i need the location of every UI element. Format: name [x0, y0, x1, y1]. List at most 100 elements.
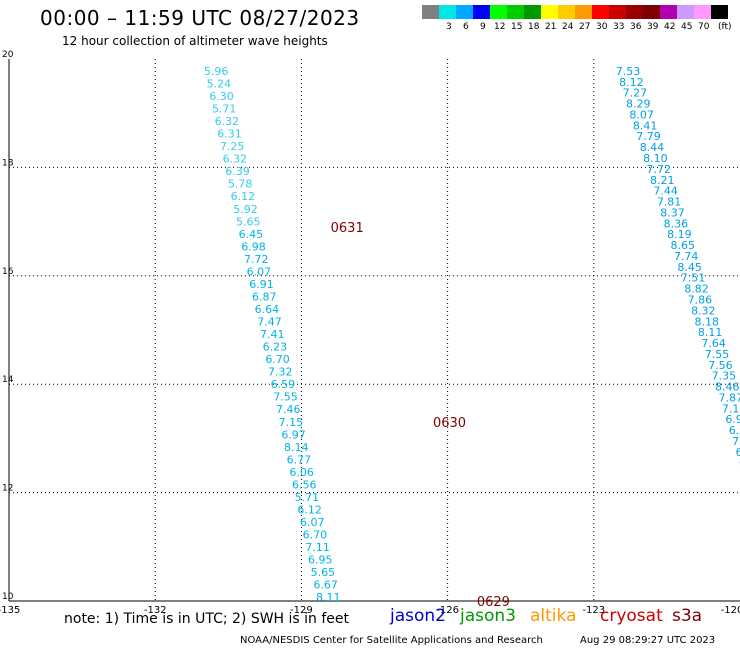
x-tick-label: -126 — [436, 605, 459, 616]
footer-note: note: 1) Time is in UTC; 2) SWH is in fe… — [64, 611, 350, 627]
wave-height-value: 7.44 — [653, 185, 678, 198]
wave-height-value: 6.32 — [215, 115, 240, 128]
legend-label: 3 — [446, 22, 452, 32]
wave-height-value: 8.65 — [671, 239, 696, 252]
wave-height-value: 8.29 — [626, 98, 651, 111]
wave-height-value: 6.67 — [313, 579, 338, 592]
legend-swatch — [660, 5, 677, 19]
wave-height-value: 6.12 — [231, 190, 256, 203]
wave-height-value: 8.12 — [619, 76, 644, 89]
legend-swatch — [490, 5, 507, 19]
wave-height-value: 7.35 — [712, 370, 737, 383]
legend-label: 15 — [511, 22, 523, 32]
pass-time-label: 0629 — [477, 595, 510, 610]
satellite-label-s3a: s3a — [672, 606, 703, 626]
wave-height-value: 5.65 — [311, 566, 336, 579]
legend-label: 70 — [698, 22, 710, 32]
legend-swatch — [524, 5, 541, 19]
wave-height-value: 7.53 — [616, 65, 641, 78]
wave-height-value: 6.97 — [725, 413, 740, 426]
legend-label: 21 — [545, 22, 557, 32]
wave-height-value: 6.07 — [247, 265, 271, 278]
wave-height-value: 8.18 — [694, 315, 719, 328]
legend-label: 18 — [528, 22, 540, 32]
wave-height-value: 6.30 — [209, 90, 234, 103]
wave-height-value: 6.70 — [265, 353, 290, 366]
legend-label: 9 — [480, 22, 486, 32]
legend-label: 30 — [596, 22, 608, 32]
wave-height-value: 7.41 — [260, 328, 285, 341]
wave-height-value: 5.71 — [295, 491, 320, 504]
wave-height-value: 6.31 — [217, 128, 242, 141]
y-tick-label: 20 — [2, 50, 14, 60]
wave-height-value: 6.12 — [297, 503, 322, 516]
wave-height-value: 8.37 — [660, 206, 685, 219]
wave-height-value: 7.64 — [701, 337, 726, 350]
wave-height-value: 6.95 — [308, 554, 333, 567]
wave-height-value: 7.87 — [718, 391, 740, 404]
legend-label: 36 — [630, 22, 642, 32]
legend-swatch — [609, 5, 626, 19]
satellite-label-jason2: jason2 — [390, 606, 446, 626]
legend-swatch — [694, 5, 711, 19]
wave-height-value: 8.10 — [643, 152, 668, 165]
wave-height-value: 8.11 — [698, 326, 723, 339]
wave-height-value: 7.56 — [708, 359, 733, 372]
legend-swatch — [541, 5, 558, 19]
wave-height-value: 8.32 — [691, 304, 716, 317]
wave-height-value: 8.19 — [667, 228, 692, 241]
pass-time-label: 0631 — [331, 221, 364, 236]
wave-height-value: 8.44 — [640, 141, 665, 154]
legend-swatch — [456, 5, 473, 19]
wave-height-value: 7.18 — [722, 402, 740, 415]
wave-height-value: 7.55 — [273, 391, 298, 404]
legend-label: 27 — [579, 22, 591, 32]
y-tick-label: 14 — [2, 375, 14, 385]
wave-height-value: 7.46 — [276, 403, 301, 416]
wave-height-value: 6.77 — [287, 453, 312, 466]
pass-time-label: 0630 — [433, 416, 466, 431]
wave-height-value: 7.16 — [732, 435, 740, 448]
legend-swatch — [558, 5, 575, 19]
wave-height-value: 6.97 — [281, 428, 306, 441]
wave-height-value: 7.32 — [268, 366, 293, 379]
wave-height-value: 5.71 — [212, 103, 237, 116]
legend-unit: (ft) — [718, 22, 732, 32]
legend-swatch — [643, 5, 660, 19]
wave-height-value: 8.21 — [650, 174, 675, 187]
wave-height-value: 6.39 — [225, 165, 250, 178]
chart-title: 00:00 – 11:59 UTC 08/27/2023 — [40, 6, 360, 30]
wave-height-value: 7.86 — [688, 293, 713, 306]
wave-height-value: 8.36 — [664, 217, 689, 230]
wave-height-value: 7.74 — [674, 250, 699, 263]
wave-height-value: 7.47 — [257, 316, 282, 329]
footer-timestamp: Aug 29 08:29:27 UTC 2023 — [580, 635, 716, 646]
satellite-label-cryosat: cryosat — [600, 606, 663, 626]
wave-height-value: 5.65 — [236, 215, 261, 228]
wave-height-value: 6.74 — [729, 424, 740, 437]
legend-swatch — [439, 5, 456, 19]
wave-height-value: 6.59 — [271, 378, 296, 391]
legend-label: 42 — [664, 22, 676, 32]
wave-height-value: 6.70 — [303, 529, 328, 542]
wave-height-value: 7.51 — [681, 272, 706, 285]
legend-swatch — [677, 5, 694, 19]
wave-height-value: 6.64 — [255, 303, 280, 316]
y-tick-label: 18 — [2, 158, 14, 168]
y-tick-label: 16 — [2, 267, 14, 277]
color-legend — [422, 5, 728, 19]
x-tick-label: -129 — [290, 605, 313, 616]
wave-height-value: 5.92 — [233, 203, 258, 216]
wave-height-value: 7.55 — [705, 348, 730, 361]
wave-height-value: 6.1 — [736, 446, 740, 459]
y-tick-label: 12 — [2, 484, 13, 494]
legend-swatch — [711, 5, 728, 19]
wave-height-value: 5.96 — [204, 65, 229, 78]
wave-height-value: 6.45 — [239, 228, 264, 241]
wave-height-value: 8.45 — [677, 261, 702, 274]
legend-label: 33 — [613, 22, 625, 32]
legend-swatch — [592, 5, 609, 19]
x-tick-label: -135 — [0, 605, 20, 616]
legend-label: 24 — [562, 22, 574, 32]
